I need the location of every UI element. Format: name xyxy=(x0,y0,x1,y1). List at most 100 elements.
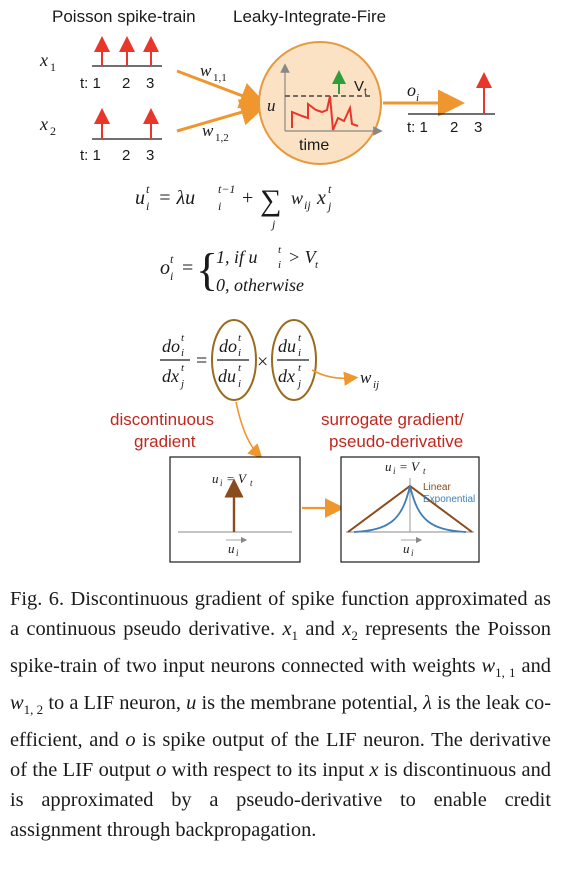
svg-text:surrogate gradient/: surrogate gradient/ xyxy=(321,410,464,429)
output-label: o i xyxy=(407,80,419,104)
time-ticks-x1: t: 1 2 3 xyxy=(80,75,154,92)
svg-text:u: u xyxy=(135,187,145,209)
exponential-surrogate-curve xyxy=(353,485,467,533)
weight-label-w11: w 1,1 xyxy=(200,61,227,84)
svg-text:du: du xyxy=(278,336,296,356)
svg-text:i: i xyxy=(298,347,301,359)
svg-text:ij: ij xyxy=(373,379,379,391)
svg-text:> V: > V xyxy=(288,247,318,267)
lif-surrogate-gradient-diagram: Poisson spike-train Leaky-Integrate-Fire… xyxy=(39,7,495,563)
svg-text:pseudo-derivative: pseudo-derivative xyxy=(329,432,463,451)
svg-text:i: i xyxy=(411,548,414,558)
membrane-potential-trace xyxy=(291,95,359,131)
header-poisson: Poisson spike-train xyxy=(52,7,196,26)
input-x1-label: x 1 xyxy=(39,50,56,74)
spike-train-x1 xyxy=(92,36,162,67)
svg-text:i: i xyxy=(218,199,221,213)
svg-text:×: × xyxy=(257,351,268,373)
svg-text:dx: dx xyxy=(278,366,295,386)
spike-train-x2 xyxy=(92,108,162,140)
svg-text:t: t xyxy=(315,259,319,271)
svg-text:do: do xyxy=(219,336,237,356)
surrogate-gradient-label: surrogate gradient/ pseudo-derivative xyxy=(321,410,464,451)
weight-arrow-2 xyxy=(176,99,268,133)
svg-text:2: 2 xyxy=(122,75,130,92)
svg-text:ij: ij xyxy=(304,198,311,212)
svg-text:3: 3 xyxy=(146,75,154,92)
figure-caption: Fig. 6. Discontinuous gradient of spike … xyxy=(10,588,551,842)
svg-text:t: t xyxy=(238,332,242,344)
svg-text:1: 1 xyxy=(50,60,56,74)
svg-text:t: t xyxy=(423,466,426,476)
svg-text:w: w xyxy=(291,188,303,208)
svg-text:u: u xyxy=(212,471,219,486)
svg-text:i: i xyxy=(146,199,149,213)
weight-label-w12: w 1,2 xyxy=(202,121,229,144)
svg-text:j: j xyxy=(270,217,276,231)
svg-text:t: t xyxy=(238,362,242,374)
time-ticks-x2: t: 1 2 3 xyxy=(80,147,154,164)
header-lif: Leaky-Integrate-Fire xyxy=(233,7,386,26)
threshold-label: V t xyxy=(354,78,367,98)
svg-text:i: i xyxy=(416,92,419,104)
svg-text:i: i xyxy=(238,378,241,390)
svg-text:3: 3 xyxy=(474,119,482,136)
svg-text:=: = xyxy=(196,350,207,372)
svg-text:= V: = V xyxy=(399,459,421,474)
output-equation: o t i = { 1, if u t i > V t 0, otherwise xyxy=(160,244,319,295)
svg-text:x: x xyxy=(39,114,48,134)
svg-text:j: j xyxy=(179,378,184,390)
svg-text:0, otherwise: 0, otherwise xyxy=(216,275,304,295)
svg-text:2: 2 xyxy=(122,147,130,164)
svg-text:t−1: t−1 xyxy=(218,182,235,196)
figure-label: Fig. 6. xyxy=(10,588,65,610)
time-ticks-output: t: 1 2 3 xyxy=(407,119,482,136)
svg-text:+: + xyxy=(242,187,253,209)
svg-text:{: { xyxy=(196,244,218,295)
svg-text:o: o xyxy=(160,257,170,279)
svg-text:i: i xyxy=(393,466,396,476)
to-weight-arrow xyxy=(311,369,359,386)
svg-text:1, if u: 1, if u xyxy=(216,247,258,267)
svg-text:u: u xyxy=(385,459,392,474)
svg-text:o: o xyxy=(407,80,416,100)
svg-text:discontinuous: discontinuous xyxy=(110,410,214,429)
svg-text:2: 2 xyxy=(450,119,458,136)
svg-text:i: i xyxy=(238,347,241,359)
svg-text:t: t xyxy=(278,244,282,256)
lif-neuron: u V t time xyxy=(258,41,383,165)
svg-text:t: t xyxy=(170,252,174,266)
svg-text:i: i xyxy=(236,548,239,558)
svg-text:i: i xyxy=(170,269,173,283)
svg-text:t: t xyxy=(364,87,367,98)
svg-text:du: du xyxy=(218,366,236,386)
svg-text:t: 1: t: 1 xyxy=(80,75,101,92)
input-x2-label: x 2 xyxy=(39,114,56,138)
svg-text:= λu: = λu xyxy=(158,187,195,209)
svg-text:x: x xyxy=(39,50,48,70)
svg-text:2: 2 xyxy=(50,124,56,138)
svg-text:gradient: gradient xyxy=(134,432,196,451)
svg-text:t: t xyxy=(181,362,185,374)
svg-text:w: w xyxy=(202,121,214,140)
svg-text:t: t xyxy=(298,332,302,344)
svg-text:∑: ∑ xyxy=(260,184,281,217)
chain-rule: do t i dx t j = do t i du t i × du t i d… xyxy=(160,319,317,401)
svg-text:u: u xyxy=(228,541,235,556)
svg-text:V: V xyxy=(354,78,364,95)
svg-text:u: u xyxy=(403,541,410,556)
svg-text:i: i xyxy=(181,347,184,359)
legend-linear: Linear xyxy=(423,482,451,493)
svg-text:t: t xyxy=(250,478,253,488)
svg-text:j: j xyxy=(296,378,301,390)
svg-text:t: t xyxy=(181,332,185,344)
discontinuous-gradient-plot: u i = V t u i xyxy=(169,456,301,563)
svg-text:t: t xyxy=(298,362,302,374)
svg-text:1,1: 1,1 xyxy=(213,72,227,84)
discontinuous-term-highlight xyxy=(211,319,257,401)
membrane-equation: u t i = λu t−1 i + ∑ j w ij x t j xyxy=(135,182,332,231)
svg-text:= V: = V xyxy=(226,471,248,486)
svg-text:3: 3 xyxy=(146,147,154,164)
svg-text:=: = xyxy=(182,257,193,279)
discontinuous-to-box-arrow xyxy=(235,401,263,459)
